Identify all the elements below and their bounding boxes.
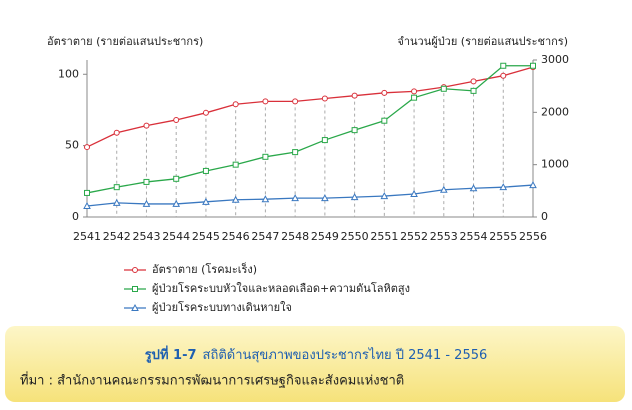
point [232,101,239,108]
x-tick-label: 2551 [370,230,398,243]
y2-tick-label: 1000 [541,158,569,171]
x-tick-label: 2552 [400,230,428,243]
series-line [86,65,533,194]
point [113,184,120,191]
point [380,192,389,200]
point [261,195,270,203]
point [381,89,388,96]
caption-title: รูปที่ 1-7 สถิติด้านสุขภาพของประชากรไทย ป… [145,345,488,363]
point [292,149,299,156]
point [83,201,91,210]
legend-marker [131,303,139,311]
point [470,78,477,85]
point [202,109,209,116]
y-axis-label: อัตราตาย (รายต่อแสนประชากร) [47,35,203,48]
point [84,189,90,196]
point [143,178,150,185]
point [321,137,328,144]
y-tick-label: 50 [65,139,79,152]
point [321,95,328,102]
point [381,117,388,124]
y2-tick-label: 0 [541,210,548,223]
point [172,199,181,207]
legend-marker [132,286,138,292]
x-tick-label: 2549 [311,230,339,243]
point [500,72,507,79]
point [113,129,120,136]
y-tick-label: 100 [58,67,79,80]
x-tick-label: 2555 [489,230,517,243]
x-tick-label: 2544 [162,230,190,243]
point [529,181,537,189]
series-line [86,66,534,148]
series-line [86,184,534,207]
x-tick-label: 2550 [341,230,369,243]
caption-source: ที่มา : สำนักงานคณะกรรมการพัฒนาการเศรษฐก… [20,372,404,389]
y2-tick-label: 3000 [541,53,569,66]
x-tick-label: 2542 [103,230,131,243]
point [143,122,150,129]
point [292,98,299,105]
caption-box [5,326,625,402]
point [173,175,180,182]
x-tick-label: 2553 [430,230,458,243]
point [470,87,477,94]
point [231,195,240,203]
figure-label: รูปที่ 1-7 [145,345,197,363]
point [351,127,358,134]
point [262,98,269,105]
x-tick-label: 2543 [132,230,160,243]
figure-title: สถิติด้านสุขภาพของประชากรไทย ปี 2541 - 2… [203,347,488,363]
point [500,62,507,69]
y2-tick-label: 2000 [541,105,569,118]
point [202,197,210,205]
legend-label: ผู้ป่วยโรคระบบหัวใจและหลอดเลือด+ความดันโ… [152,281,410,295]
x-tick-label: 2548 [281,230,309,243]
y-tick-label: 0 [72,210,79,223]
point [499,183,508,191]
x-tick-label: 2554 [460,230,488,243]
x-tick-label: 2545 [192,230,220,243]
x-tick-label: 2547 [251,230,279,243]
x-tick-label: 2546 [222,230,250,243]
point [469,184,478,192]
point [142,199,151,207]
x-tick-label: 2541 [73,230,101,243]
point [410,189,418,197]
point [321,194,329,202]
point [173,116,180,123]
point [350,193,359,201]
point [202,167,209,174]
point [439,185,448,193]
legend-label: อัตราตาย (โรคมะเร็ง) [152,262,257,276]
point [351,92,358,99]
point [232,161,239,168]
point [411,88,418,95]
point [291,194,299,202]
point [262,153,269,160]
legend-marker [132,267,138,273]
x-tick-label: 2556 [519,230,547,243]
point [112,198,121,206]
point [440,85,447,92]
point [411,94,418,101]
legend-label: ผู้ป่วยโรคระบบทางเดินหายใจ [152,300,292,314]
y2-axis-label: จำนวนผู้ป่วย (รายต่อแสนประชากร) [397,35,568,48]
point [530,62,536,69]
point [84,144,90,151]
